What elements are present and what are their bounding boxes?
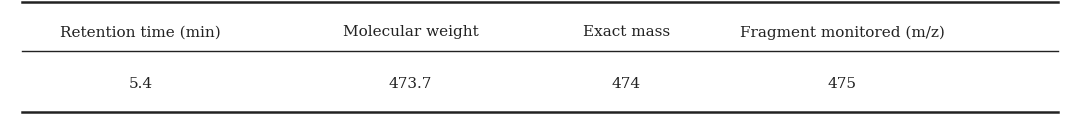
Text: Exact mass: Exact mass xyxy=(583,25,670,39)
Text: 473.7: 473.7 xyxy=(389,76,432,90)
Text: Retention time (min): Retention time (min) xyxy=(60,25,220,39)
Text: Fragment monitored (m/z): Fragment monitored (m/z) xyxy=(740,25,945,39)
Text: 475: 475 xyxy=(828,76,856,90)
Text: 474: 474 xyxy=(612,76,640,90)
Text: 5.4: 5.4 xyxy=(129,76,152,90)
Text: Molecular weight: Molecular weight xyxy=(342,25,478,39)
